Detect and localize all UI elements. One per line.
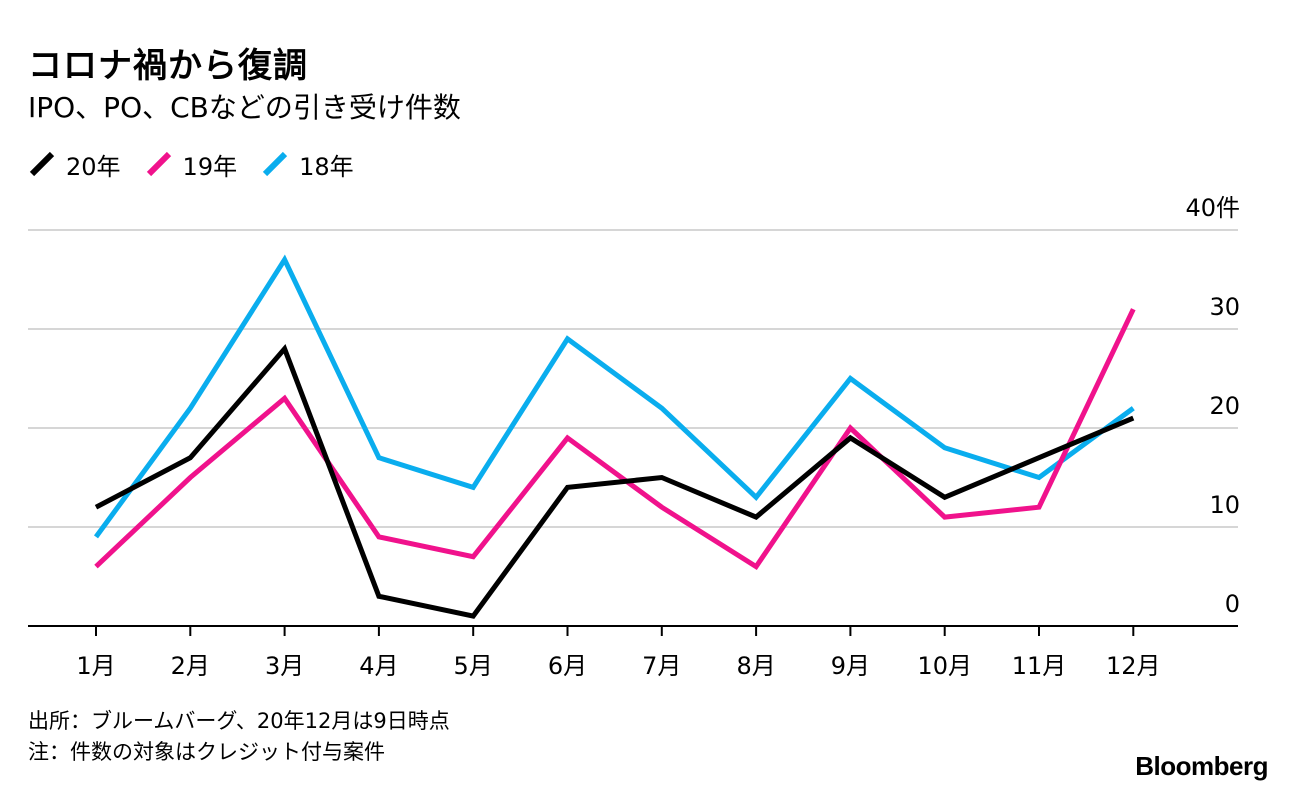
legend-label-2018: 18年 bbox=[299, 152, 354, 181]
y-tick-label-10: 10 bbox=[1209, 491, 1240, 519]
x-tick-label-4: 4月 bbox=[359, 652, 398, 680]
series-line-20年 bbox=[94, 344, 1135, 619]
legend-label-2019: 19年 bbox=[182, 152, 238, 181]
legend-item-2019: 19年 bbox=[145, 147, 238, 182]
y-tick-label-20: 20 bbox=[1209, 392, 1240, 420]
bloomberg-logo: Bloomberg bbox=[1135, 751, 1268, 781]
x-tick-label-7: 7月 bbox=[642, 652, 681, 680]
legend-label-2020: 20年 bbox=[66, 152, 121, 181]
y-tick-label-0: 0 bbox=[1225, 590, 1240, 618]
legend-swatch-2018 bbox=[262, 151, 288, 177]
x-tick-label-11: 11月 bbox=[1012, 652, 1067, 680]
legend-item-2018: 18年 bbox=[261, 147, 354, 182]
x-tick-label-1: 1月 bbox=[76, 652, 115, 680]
chart-subtitle: IPO、PO、CBなどの引き受け件数 bbox=[28, 91, 461, 124]
x-tick-label-2: 2月 bbox=[171, 652, 210, 680]
legend-swatch-2020 bbox=[29, 151, 55, 177]
x-tick-label-8: 8月 bbox=[736, 652, 775, 680]
y-tick-label-40: 40件 bbox=[1185, 194, 1240, 222]
x-tick-label-3: 3月 bbox=[265, 652, 304, 680]
x-tick-label-5: 5月 bbox=[454, 652, 493, 680]
chart-title: コロナ禍から復調 bbox=[28, 46, 308, 86]
legend-item-2020: 20年 bbox=[28, 147, 121, 182]
x-tick-label-9: 9月 bbox=[831, 652, 870, 680]
legend: 20年 19年 18年 bbox=[28, 146, 378, 182]
scope-note: 注：件数の対象はクレジット付与案件 bbox=[28, 740, 385, 764]
x-tick-label-6: 6月 bbox=[548, 652, 587, 680]
series-line-19年 bbox=[94, 308, 1136, 571]
x-tick-label-12: 12月 bbox=[1106, 652, 1161, 680]
legend-swatch-2019 bbox=[146, 151, 171, 177]
y-tick-label-30: 30 bbox=[1209, 293, 1240, 321]
series-line-18年 bbox=[93, 254, 1135, 539]
source-note: 出所：ブルームバーグ、20年12月は9日時点 bbox=[28, 709, 450, 733]
chart-footer: 出所：ブルームバーグ、20年12月は9日時点 注：件数の対象はクレジット付与案件 bbox=[28, 706, 450, 768]
x-tick-label-10: 10月 bbox=[917, 652, 972, 680]
